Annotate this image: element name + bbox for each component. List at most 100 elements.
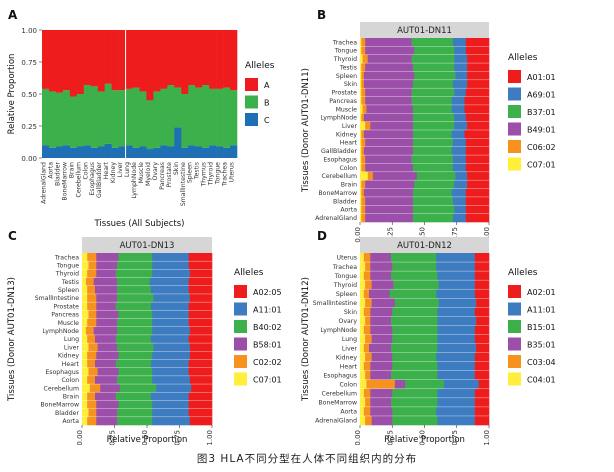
bar-segment-B15:01	[392, 307, 438, 317]
bar-segment-B	[55, 92, 64, 147]
bar-segment-B58:01	[96, 310, 119, 319]
bar-segment-C04:01	[360, 415, 366, 426]
bar-segment-B15:01	[392, 352, 437, 362]
x-tick-label: Aorta	[47, 162, 54, 179]
bar-segment-A	[118, 30, 126, 91]
bar-segment-B40:02	[119, 384, 157, 393]
bar-segment-C07:01	[360, 188, 362, 198]
bar-segment-B	[76, 94, 85, 147]
bar-segment-A01:01	[464, 96, 490, 106]
legend-swatch-A69:01	[508, 87, 521, 101]
bar-segment-C07:01	[82, 384, 91, 393]
bar-segment-B	[139, 91, 147, 147]
y-axis-title: Relative Proportion	[7, 54, 17, 135]
facet-strip	[82, 237, 212, 253]
bar-segment-A11:01	[150, 359, 189, 368]
bar-segment-A02:05	[188, 310, 213, 319]
bar-segment-C03:04	[365, 397, 371, 408]
bar-segment-A01:01	[465, 196, 490, 206]
bar-segment-B37:01	[414, 71, 456, 81]
bar-segment-C02:02	[87, 416, 97, 426]
bar-segment-A11:01	[152, 326, 191, 336]
bar-segment-B49:01	[365, 38, 412, 47]
bar-segment-B49:01	[365, 63, 414, 72]
bar-segment-C03:04	[365, 352, 372, 362]
bar-segment-C07:01	[82, 253, 88, 262]
bar-segment-B40:02	[117, 293, 154, 303]
bar-segment-A02:01	[476, 343, 490, 353]
bar-segment-A01:01	[465, 213, 490, 223]
bar-segment-B35:01	[371, 280, 394, 290]
y-tick-label: Skin	[344, 309, 357, 316]
bar-segment-A02:05	[191, 384, 213, 393]
x-tick-label: 0.50	[419, 430, 427, 445]
bar-segment-A02:01	[474, 271, 490, 281]
bar-segment-A69:01	[451, 96, 465, 106]
bar-segment-C02:02	[85, 326, 94, 336]
bar-segment-C04:01	[360, 298, 366, 308]
y-tick-label: 0.75	[21, 59, 37, 67]
bar-segment-C	[48, 147, 57, 158]
bar-segment-C07:01	[82, 351, 88, 360]
bar-segment-C03:04	[363, 253, 371, 263]
bar-segment-C07:01	[82, 367, 89, 377]
legend-label: A69:01	[527, 91, 556, 100]
bar-segment-B35:01	[371, 298, 396, 308]
y-tick-label: Trachea	[332, 264, 357, 271]
x-tick-label: 0.75	[451, 227, 459, 243]
legend-A: Alleles ABC	[245, 61, 275, 126]
y-tick-label: Colon	[339, 165, 357, 172]
bar-segment-A11:01	[150, 392, 189, 401]
y-axis-title: Tissues (Donor AUT01-DN13)	[7, 277, 17, 402]
bar-segment-C02:02	[85, 277, 94, 287]
bar-segment-A69:01	[451, 146, 467, 156]
x-tick-label: Myeloid	[145, 162, 152, 186]
bar-segment-C04:01	[360, 316, 366, 326]
legend-label: C07:01	[253, 376, 282, 385]
bar-segment-B37:01	[411, 155, 454, 164]
bar-segment-A	[167, 30, 175, 86]
legend-swatch-C04:01	[508, 372, 521, 386]
bar-segment-C04:01	[360, 388, 365, 399]
bar-segment-A11:01	[437, 325, 476, 335]
bar-segment-A01:01	[467, 180, 490, 189]
bar-segment-B15:01	[392, 262, 437, 272]
bar-segment-A11:01	[437, 316, 477, 326]
bar-segment-B	[167, 85, 175, 147]
bar-segment-C06:02	[361, 46, 366, 56]
bar-segment-B49:01	[363, 188, 414, 198]
bar-segment-B15:01	[390, 253, 437, 263]
bar-segment-B37:01	[411, 38, 454, 47]
bar-segment-B	[146, 100, 154, 150]
bar-segment-B49:01	[365, 196, 414, 206]
bar-segment-B35:01	[370, 271, 392, 281]
bar-segment-A02:01	[474, 406, 490, 417]
bar-segment-C06:02	[361, 196, 366, 206]
bar-segment-A02:01	[474, 289, 490, 299]
bar-segment-A	[146, 30, 154, 101]
x-tick-label: Kidney	[110, 162, 117, 183]
bar-segment-A11:01	[437, 361, 476, 371]
bar-segment-A69:01	[452, 38, 467, 47]
bar-segment-C02:02	[88, 408, 97, 418]
bar-segment-B	[111, 90, 119, 148]
legend-swatch-C02:02	[234, 355, 247, 368]
legend-label: C02:02	[253, 358, 282, 367]
bar-segment-C04:01	[360, 253, 365, 263]
bar-segment-C07:01	[82, 343, 89, 352]
bar-segment-B40:02	[117, 416, 153, 426]
bar-segment-A02:05	[188, 253, 213, 262]
bar-segment-C	[223, 147, 231, 158]
bar-segment-B37:01	[412, 113, 455, 122]
bar-segment-A01:01	[465, 188, 490, 198]
bar-segment-B58:01	[96, 253, 119, 262]
y-tick-label: BoneMarrow	[318, 400, 357, 407]
bar-segment-C07:01	[360, 88, 362, 97]
bar-segment-C07:01	[82, 285, 88, 295]
bar-segment-A02:05	[188, 261, 213, 270]
bar-segment-A11:01	[152, 253, 189, 262]
bar-segment-A	[216, 30, 224, 89]
bar-segment-C	[118, 146, 126, 158]
bar-segment-C06:02	[361, 138, 366, 148]
bar-segment-C04:01	[360, 271, 365, 281]
